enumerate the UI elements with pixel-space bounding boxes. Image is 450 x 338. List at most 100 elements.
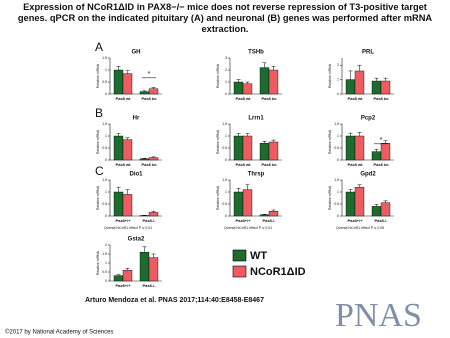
y-tick-label: 1.5 — [102, 178, 107, 182]
bar — [345, 79, 356, 95]
y-tick-label: 0 — [105, 92, 107, 96]
y-tick-label: 1 — [225, 134, 227, 138]
y-tick-label: 2 — [337, 63, 339, 67]
error-bar — [151, 210, 156, 213]
x-tick-label: Pax8 wt — [348, 162, 364, 167]
error-bar — [271, 209, 276, 212]
bar — [354, 135, 365, 161]
error-bar — [245, 133, 250, 136]
panel-label: C — [95, 164, 104, 178]
error-bar — [348, 70, 353, 80]
y-axis-label: Relative mRNA — [96, 185, 100, 210]
error-bar — [374, 148, 379, 152]
x-tick-label: Pax8-/- — [374, 218, 388, 223]
x-tick-label: Pax8 ko — [141, 162, 157, 167]
y-tick-label: 0 — [225, 214, 227, 218]
y-axis-label: Relative mRNA — [96, 129, 100, 154]
error-bar — [236, 133, 241, 136]
bar — [242, 83, 253, 95]
panel-label: A — [95, 40, 103, 54]
bar — [242, 135, 253, 161]
y-tick-label: 1 — [225, 80, 227, 84]
chart-title: Pcp2 — [361, 116, 376, 122]
x-tick-label: Pax8 ko — [141, 96, 157, 101]
y-tick-label: 0.5 — [102, 80, 107, 84]
bar — [345, 191, 356, 217]
y-tick-label: 1 — [337, 190, 339, 194]
error-bar — [383, 200, 388, 203]
bar — [380, 80, 391, 95]
y-tick-label: 0.5 — [102, 270, 107, 274]
x-tick-label: Pax8+/+ — [115, 283, 131, 288]
error-bar — [151, 87, 156, 89]
y-axis-label: Relative mRNA — [328, 185, 332, 210]
legend-swatch — [232, 249, 247, 262]
bar — [371, 151, 382, 161]
error-bar — [125, 137, 130, 140]
y-tick-label: 0 — [225, 158, 227, 162]
bar — [233, 135, 244, 161]
x-tick-label: Pax8 ko — [261, 96, 277, 101]
y-tick-label: 0.5 — [334, 146, 339, 150]
y-tick-label: 0 — [105, 158, 107, 162]
x-tick-label: Pax8 ko — [373, 96, 389, 101]
bar — [122, 73, 133, 95]
y-tick-label: 2 — [105, 243, 107, 247]
chart-note: Overall NCoR1 effect P ≤ 0.01 — [224, 226, 272, 230]
chart-title: TSHb — [248, 50, 264, 56]
x-tick-label: Pax8-/- — [262, 218, 276, 223]
bar — [139, 251, 150, 282]
error-bar — [357, 132, 362, 136]
bar — [122, 139, 133, 161]
error-bar — [245, 184, 250, 190]
chart-title: Hr — [133, 116, 140, 122]
y-tick-label: 1.5 — [102, 122, 107, 126]
panel-label: B — [95, 106, 103, 120]
chart-title: GH — [132, 50, 141, 56]
error-bar — [125, 268, 130, 271]
bar — [268, 141, 279, 161]
chart-title: Gsta2 — [128, 237, 145, 243]
y-tick-label: 0.5 — [102, 202, 107, 206]
y-axis-label: Relative mRNA — [96, 63, 100, 88]
legend-swatch — [232, 265, 247, 278]
error-bar — [116, 133, 121, 136]
significance-marker: * — [148, 71, 151, 78]
y-tick-label: 0 — [105, 214, 107, 218]
y-tick-label: 0.5 — [222, 202, 227, 206]
error-bar — [262, 141, 267, 144]
y-axis-label: Relative mRNA — [96, 250, 100, 275]
chart-title: Thrsp — [248, 172, 265, 178]
error-bar — [142, 90, 147, 92]
bar — [354, 70, 365, 95]
y-tick-label: 1 — [105, 190, 107, 194]
error-bar — [357, 64, 362, 71]
chart-note: Overall NCoR1 effect P ≤ 0.01 — [104, 226, 152, 230]
error-bar — [262, 62, 267, 68]
error-bar — [236, 79, 241, 82]
y-tick-label: 0 — [337, 92, 339, 96]
bar — [113, 191, 124, 217]
chart-title: Gpd2 — [360, 172, 376, 178]
bar — [371, 80, 382, 95]
bar — [233, 81, 244, 95]
y-tick-label: 0.5 — [334, 202, 339, 206]
error-bar — [116, 274, 121, 276]
error-bar — [383, 140, 388, 144]
bar — [268, 210, 279, 217]
x-tick-label: Pax8+/+ — [347, 218, 363, 223]
x-tick-label: Pax8 wt — [348, 96, 364, 101]
bar — [148, 88, 159, 95]
bar — [122, 270, 133, 282]
y-tick-label: 0 — [105, 279, 107, 283]
bar — [113, 275, 124, 282]
bar — [242, 189, 253, 217]
error-bar — [151, 253, 156, 258]
bar — [259, 214, 270, 217]
y-tick-label: 2 — [225, 68, 227, 72]
y-axis-label: Relative mRNA — [328, 129, 332, 154]
error-bar — [357, 184, 362, 188]
y-axis-label: Relative mRNA — [216, 185, 220, 210]
y-tick-label: 0 — [225, 92, 227, 96]
